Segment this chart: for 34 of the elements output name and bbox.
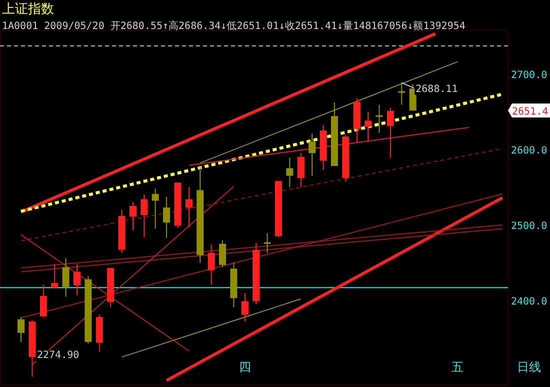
candlestick — [163, 196, 170, 238]
candlestick — [386, 107, 394, 158]
candlestick — [152, 188, 159, 230]
candlestick — [297, 152, 304, 188]
candlestick — [398, 82, 406, 106]
candlestick — [264, 232, 271, 254]
candlestick — [18, 316, 24, 342]
candlestick — [208, 244, 215, 286]
candlestick — [286, 157, 294, 188]
text: 2651.4 — [512, 106, 548, 118]
annotation: 2274.90 — [37, 350, 80, 361]
candlestick — [40, 284, 47, 318]
candlestick — [73, 264, 80, 296]
candlestick — [364, 111, 372, 142]
candlestick — [219, 239, 226, 268]
y-tick-label: 2600.0 — [511, 145, 548, 156]
chart-title: 上证指数 — [2, 2, 54, 17]
candlestick — [140, 194, 148, 238]
y-tick-label: 2400.0 — [511, 296, 548, 308]
x-tick-label: 五 — [452, 360, 464, 374]
x-axis-title: 日线 — [517, 360, 541, 374]
candlestick — [308, 132, 316, 176]
candlestick — [51, 264, 58, 288]
annotation: 2688.11 — [416, 84, 458, 95]
candlestick — [409, 84, 416, 112]
candlestick — [241, 292, 248, 322]
x-tick-label: 四 — [238, 360, 251, 374]
y-tick-label: 2500.0 — [511, 220, 548, 232]
y-tick-label: 2700.0 — [511, 70, 548, 81]
candlestick — [376, 104, 383, 134]
candlestick — [62, 258, 70, 298]
candlestick — [129, 202, 136, 231]
chart-subtitle: 1A0001 2009/05/20 开2680.55↑高2686.34↓低2651.01↓收2651.41↓量148167056↓额1392954 — [2, 20, 466, 32]
candlestick — [185, 186, 192, 228]
